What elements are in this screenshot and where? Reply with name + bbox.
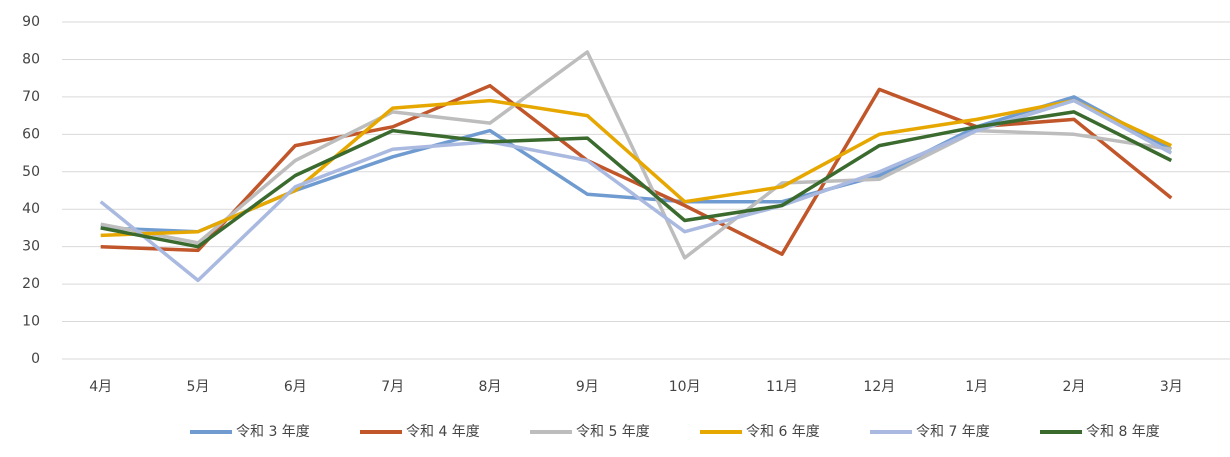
legend-label: 令和 8 年度	[1086, 424, 1160, 440]
y-tick-label: 20	[22, 276, 40, 292]
y-tick-label: 60	[22, 126, 40, 142]
x-tick-label: 6月	[284, 379, 307, 395]
x-tick-label: 2月	[1063, 379, 1086, 395]
x-tick-label: 8月	[479, 379, 502, 395]
x-tick-label: 3月	[1160, 379, 1183, 395]
y-tick-label: 40	[22, 201, 40, 217]
y-tick-label: 70	[22, 89, 40, 105]
legend-label: 令和 7 年度	[916, 424, 990, 440]
y-tick-label: 50	[22, 164, 40, 180]
series-line	[100, 98, 1173, 238]
x-tick-label: 11月	[766, 379, 798, 395]
x-tick-label: 7月	[381, 379, 404, 395]
y-tick-label: 80	[22, 51, 40, 67]
series-line	[100, 95, 1173, 234]
y-tick-label: 10	[22, 314, 40, 330]
legend-label: 令和 3 年度	[236, 424, 310, 440]
legend-label: 令和 5 年度	[576, 424, 650, 440]
x-tick-label: 5月	[187, 379, 210, 395]
x-tick-label: 9月	[576, 379, 599, 395]
legend-label: 令和 4 年度	[406, 424, 480, 440]
y-tick-label: 90	[22, 14, 40, 30]
x-tick-label: 12月	[863, 379, 895, 395]
y-tick-label: 0	[31, 351, 40, 367]
series-line	[100, 50, 1172, 260]
x-tick-label: 10月	[669, 379, 701, 395]
series-line	[100, 110, 1173, 249]
x-tick-label: 1月	[965, 379, 988, 395]
y-tick-label: 30	[22, 239, 40, 255]
series-line	[100, 83, 1173, 256]
legend-label: 令和 6 年度	[746, 424, 820, 440]
x-tick-label: 4月	[89, 379, 112, 395]
